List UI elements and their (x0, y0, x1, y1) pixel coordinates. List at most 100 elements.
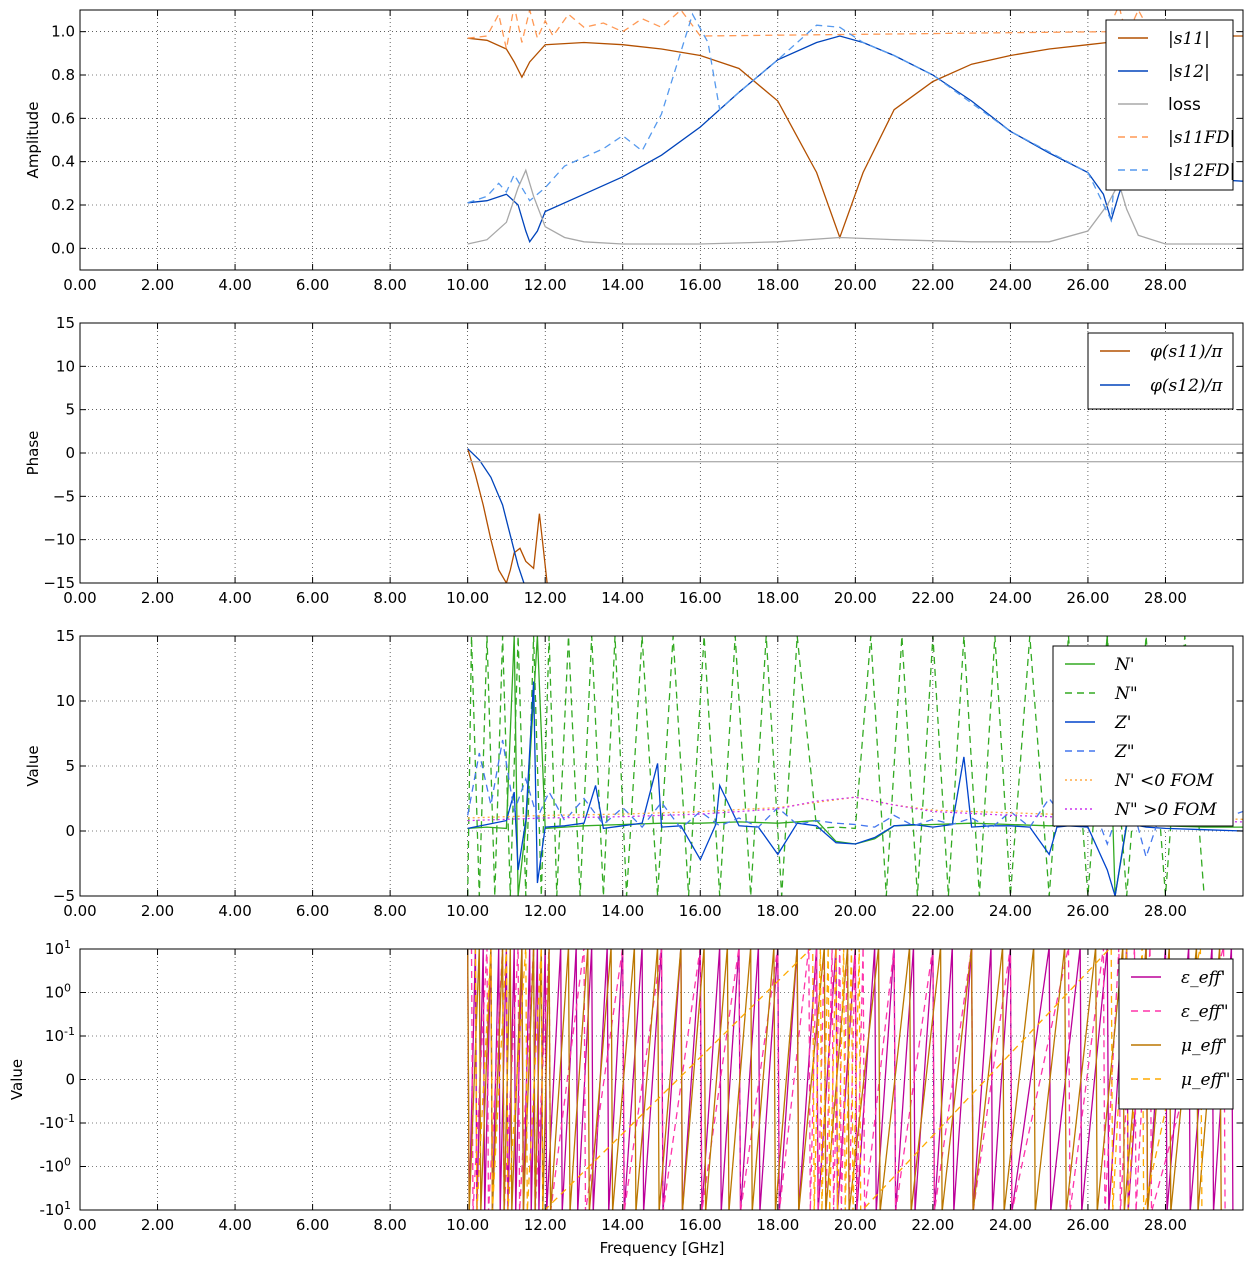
x-tick-label: 6.00 (296, 276, 329, 294)
series-line (467, 739, 1243, 860)
series-line (467, 796, 1243, 823)
legend-label: Z' (1114, 713, 1132, 733)
series-layer (467, 443, 1243, 583)
x-tick-label: 2.00 (141, 1216, 174, 1234)
y-tick-label: 10 (56, 357, 75, 375)
x-tick-label: 26.00 (1066, 902, 1109, 920)
x-tick-label: 18.00 (756, 902, 799, 920)
legend-label: φ(s11)/π (1150, 342, 1223, 362)
legend-label: Z" (1114, 742, 1135, 762)
series-line (467, 448, 525, 583)
x-tick-label: 26.00 (1066, 589, 1109, 607)
x-tick-label: 12.00 (524, 902, 567, 920)
y-tick-label: -10 (40, 1158, 65, 1176)
x-tick-label: 22.00 (911, 1216, 954, 1234)
panel-1: 0.00 2.00 4.00 6.00 8.00 10.00 12.00 14.00 16.00… (24, 9, 1244, 294)
x-tick-label: 22.00 (911, 276, 954, 294)
series-line (467, 35, 1243, 244)
x-axis: 0.00 2.00 4.00 6.00 8.00 10.00 12.00 14.00 16.00… (63, 323, 1187, 607)
x-tick-label: 10.00 (446, 1216, 489, 1234)
series-layer (467, 949, 1234, 1210)
y-tick-exponent: 1 (64, 1199, 71, 1212)
grid (79, 322, 1243, 584)
x-tick-label: 0.00 (63, 589, 96, 607)
legend: |s11| |s12| loss |s11FD| |s12FD| (1105, 19, 1235, 191)
x-tick-label: 16.00 (679, 589, 722, 607)
y-tick-label: -10 (40, 1114, 65, 1132)
legend-label: μ_eff" (1181, 1070, 1230, 1090)
x-tick-label: 26.00 (1066, 276, 1109, 294)
plot-frame (79, 9, 1244, 271)
legend-label: N" >0 FOM (1114, 800, 1217, 820)
x-tick-label: 14.00 (601, 902, 644, 920)
legend-label: |s12FD| (1168, 161, 1235, 181)
y-tick-label: 0 (65, 1071, 75, 1089)
x-tick-label: 12.00 (524, 589, 567, 607)
x-tick-label: 16.00 (679, 276, 722, 294)
y-tick-label: 5 (65, 757, 75, 775)
x-tick-label: 2.00 (141, 589, 174, 607)
x-tick-label: 6.00 (296, 589, 329, 607)
x-axis-label: Frequency [GHz] (600, 1239, 725, 1257)
x-axis: 0.00 2.00 4.00 6.00 8.00 10.00 12.00 14.00 16.00… (63, 10, 1187, 294)
x-tick-label: 14.00 (601, 589, 644, 607)
x-tick-label: 4.00 (218, 589, 251, 607)
x-tick-label: 14.00 (601, 276, 644, 294)
series-line (467, 796, 1243, 820)
x-tick-label: 12.00 (524, 1216, 567, 1234)
x-tick-label: 20.00 (834, 276, 877, 294)
y-axis: −5 0 5 10 15 (53, 627, 1243, 905)
legend-box (1118, 958, 1234, 1110)
x-tick-label: 0.00 (63, 902, 96, 920)
x-tick-label: 10.00 (446, 589, 489, 607)
x-tick-label: 20.00 (834, 902, 877, 920)
x-tick-label: 16.00 (679, 902, 722, 920)
y-axis: 0.0 0.2 0.4 0.6 0.8 1.0 (51, 23, 1243, 257)
legend: N' N" Z' Z" N' <0 FOM N" >0 FOM (1052, 645, 1234, 827)
legend-label: N" (1114, 684, 1138, 704)
x-tick-label: 28.00 (1144, 902, 1187, 920)
x-tick-label: 20.00 (834, 1216, 877, 1234)
x-tick-label: 16.00 (679, 1216, 722, 1234)
y-tick-label: -10 (40, 1201, 65, 1219)
y-tick-label: 0.2 (51, 196, 75, 214)
y-axis: −15 −10 −5 0 5 10 15 (43, 314, 1243, 592)
x-tick-label: 0.00 (63, 1216, 96, 1234)
series-line (470, 949, 1226, 1210)
x-tick-label: 18.00 (756, 1216, 799, 1234)
legend-label: |s12| (1168, 62, 1210, 82)
x-axis: 0.00 2.00 4.00 6.00 8.00 10.00 12.00 14.00 16.00… (63, 636, 1187, 920)
x-tick-label: 8.00 (373, 902, 406, 920)
x-tick-label: 24.00 (989, 902, 1032, 920)
x-tick-label: 22.00 (911, 902, 954, 920)
y-tick-label: 0 (65, 444, 75, 462)
x-tick-label: 22.00 (911, 589, 954, 607)
legend-label: N' <0 FOM (1114, 771, 1214, 791)
x-tick-label: 18.00 (756, 276, 799, 294)
x-tick-label: 18.00 (756, 589, 799, 607)
y-tick-label: 10 (56, 692, 75, 710)
x-tick-label: 20.00 (834, 589, 877, 607)
y-tick-label: 0.8 (51, 66, 75, 84)
y-tick-label: 0.6 (51, 109, 75, 127)
x-tick-label: 6.00 (296, 1216, 329, 1234)
y-axis-label: Amplitude (24, 102, 42, 179)
y-tick-exponent: 0 (64, 1156, 71, 1169)
y-tick-exponent: -1 (64, 1112, 75, 1125)
panel-3: 0.00 2.00 4.00 6.00 8.00 10.00 12.00 14.00 16.00… (24, 627, 1244, 920)
x-tick-label: 26.00 (1066, 1216, 1109, 1234)
y-tick-label: −5 (53, 487, 75, 505)
x-tick-label: 8.00 (373, 589, 406, 607)
legend-label: loss (1168, 95, 1201, 115)
y-tick-label: 10 (45, 940, 64, 958)
panel-2: 0.00 2.00 4.00 6.00 8.00 10.00 12.00 14.00 16.00… (24, 314, 1244, 607)
y-tick-label: 10 (45, 984, 64, 1002)
y-tick-label: −5 (53, 887, 75, 905)
series-line (467, 12, 1167, 223)
legend-box (1052, 645, 1234, 827)
legend-label: ε_eff' (1181, 968, 1225, 988)
x-tick-label: 2.00 (141, 276, 174, 294)
legend-box (1087, 332, 1234, 410)
